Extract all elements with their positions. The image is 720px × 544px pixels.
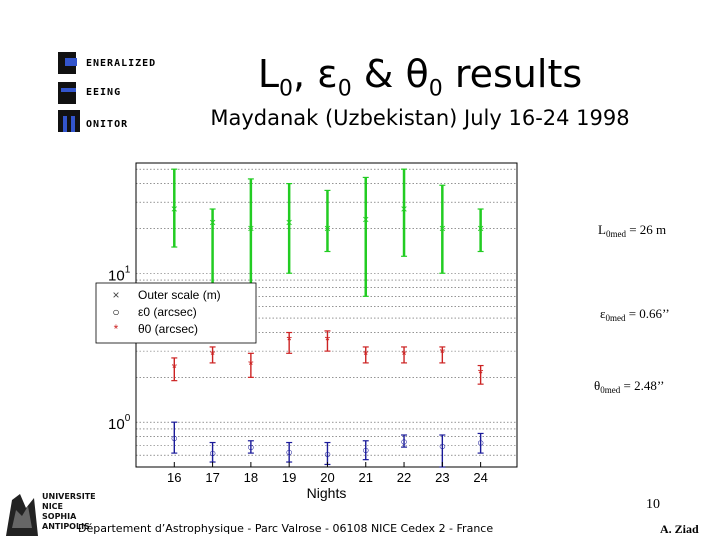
x-tick-label: 18	[244, 470, 258, 485]
data-point: ○	[477, 436, 484, 450]
author-name: A. Ziad	[660, 522, 699, 536]
stat-eps0-median: ε0med = 0.66’’	[600, 306, 670, 323]
x-axis-label: Nights	[307, 485, 347, 501]
data-point: ○	[439, 439, 446, 453]
page-title: L0, ε0 & θ0 results	[257, 52, 583, 102]
logo-word-monitor: ONITOR	[86, 119, 129, 130]
stat-l0-median: L0med = 26 m	[598, 222, 667, 239]
legend-label: Outer scale (m)	[138, 288, 221, 302]
data-point: *	[172, 359, 178, 375]
series-layer: × × × × × × × × × ○ ○ ○ ○ ○ ○ ○ ○ ○ * * * * * * * * *	[171, 168, 484, 468]
page-number: 10	[646, 497, 660, 512]
data-point: ×	[286, 215, 293, 229]
data-point: ×	[247, 221, 254, 235]
data-point: ○	[171, 431, 178, 445]
data-point: ○	[362, 443, 369, 457]
x-tick-label: 22	[397, 470, 411, 485]
data-point: *	[440, 344, 446, 360]
university-logo: UNIVERSITE NICE SOPHIA ANTIPOLIS	[2, 488, 96, 540]
legend-label: θ0 (arcsec)	[138, 322, 198, 336]
data-point: ×	[324, 221, 331, 235]
legend-marker: *	[114, 322, 119, 336]
data-point: *	[248, 357, 254, 373]
data-point: ×	[439, 221, 446, 235]
data-point: ○	[400, 435, 407, 449]
data-point: *	[401, 347, 407, 363]
data-point: ×	[362, 212, 369, 226]
data-point: ○	[324, 447, 331, 461]
data-point: ×	[209, 215, 216, 229]
legend-marker: ×	[112, 288, 119, 302]
x-tick-label: 17	[205, 470, 219, 485]
data-point: ○	[247, 440, 254, 454]
data-point: ×	[477, 221, 484, 235]
gsm-logo-letters-icon	[58, 52, 80, 132]
data-point: *	[325, 332, 331, 348]
university-line-4: ANTIPOLIS	[42, 522, 90, 531]
chart-legend: × Outer scale (m) ○ ε0 (arcsec) * θ0 (arcsec)	[95, 282, 257, 344]
x-tick-label: 21	[359, 470, 373, 485]
series-2: * * * * * * * * *	[171, 330, 484, 385]
data-point: *	[210, 347, 216, 363]
logo-word-generalized: ENERALIZED	[86, 58, 157, 69]
y-tick-label: 100	[108, 413, 131, 433]
data-point: ×	[401, 202, 408, 216]
x-tick-label: 19	[282, 470, 296, 485]
footer-address: Département d’Astrophysique - Parc Valro…	[78, 522, 494, 535]
data-point: *	[478, 365, 484, 381]
legend-label: ε0 (arcsec)	[138, 305, 197, 319]
x-tick-label: 20	[320, 470, 334, 485]
legend-marker: ○	[112, 305, 119, 319]
page-subtitle: Maydanak (Uzbekistan) July 16-24 1998	[210, 106, 630, 130]
gsm-logo: ENERALIZED EEING ONITOR	[50, 48, 170, 138]
logo-word-seeing: EEING	[86, 87, 122, 98]
university-line-1: UNIVERSITE	[42, 492, 96, 501]
x-tick-label: 24	[473, 470, 487, 485]
data-point: ○	[209, 446, 216, 460]
university-line-3: SOPHIA	[42, 512, 77, 521]
series-1: ○ ○ ○ ○ ○ ○ ○ ○ ○	[171, 421, 484, 468]
data-point: ×	[171, 202, 178, 216]
x-tick-label: 23	[435, 470, 449, 485]
data-point: *	[286, 332, 292, 348]
data-point: *	[363, 347, 369, 363]
university-line-2: NICE	[42, 502, 64, 511]
stat-theta0-median: θ0med = 2.48’’	[594, 378, 665, 395]
x-tick-label: 16	[167, 470, 181, 485]
y-tick-label: 101	[108, 264, 131, 284]
axis-ticks: 100 101 16 17 18 19 20 21 22 23 24	[108, 264, 488, 485]
data-point: ○	[286, 445, 293, 459]
legend-box	[95, 282, 257, 344]
university-logo-icon	[6, 494, 38, 536]
